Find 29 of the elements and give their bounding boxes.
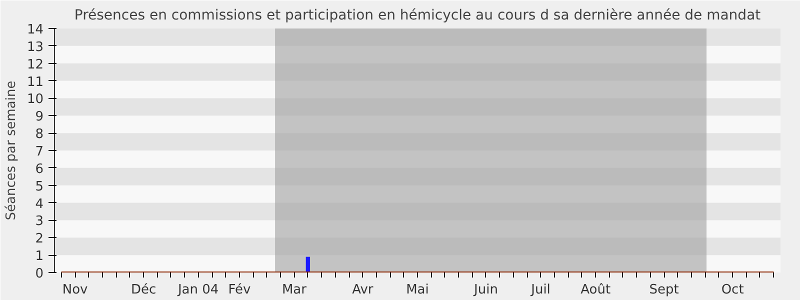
x-tick-label: Mai (406, 282, 429, 298)
x-tick-label: Nov (62, 282, 88, 298)
x-tick-label: Jan 04 (176, 282, 219, 298)
x-tick-label: Sept (649, 282, 679, 298)
y-tick-label: 2 (35, 232, 44, 247)
y-tick-label: 13 (26, 40, 44, 55)
x-tick-label: Août (580, 282, 611, 298)
y-tick-label: 0 (35, 266, 44, 282)
y-tick-label: 12 (26, 57, 44, 72)
x-tick-label: Juil (530, 282, 550, 298)
y-tick-label: 10 (26, 92, 44, 108)
y-tick-label: 5 (35, 179, 44, 194)
x-tick-label: Avr (352, 282, 374, 298)
y-tick-label: 6 (35, 162, 44, 177)
chart-title: Présences en commissions et participation en hémicycle au cours d sa dernière année de mandat (74, 8, 762, 24)
x-tick-label: Déc (130, 282, 156, 298)
y-tick-label: 8 (35, 127, 44, 142)
x-tick-label: Mar (282, 282, 308, 298)
x-tick-label: Fév (228, 282, 251, 298)
y-tick-label: 4 (35, 196, 44, 212)
y-tick-label: 9 (35, 110, 44, 125)
y-tick-label: 7 (35, 144, 44, 160)
y-tick-label: 11 (26, 74, 44, 90)
x-tick-label: Juin (473, 282, 498, 298)
y-tick-label: 14 (26, 22, 44, 38)
y-axis-title: Séances par semaine (4, 80, 19, 220)
y-tick-label: 3 (35, 214, 44, 230)
x-tick-label: Oct (721, 282, 744, 298)
y-tick-label: 1 (35, 249, 44, 264)
